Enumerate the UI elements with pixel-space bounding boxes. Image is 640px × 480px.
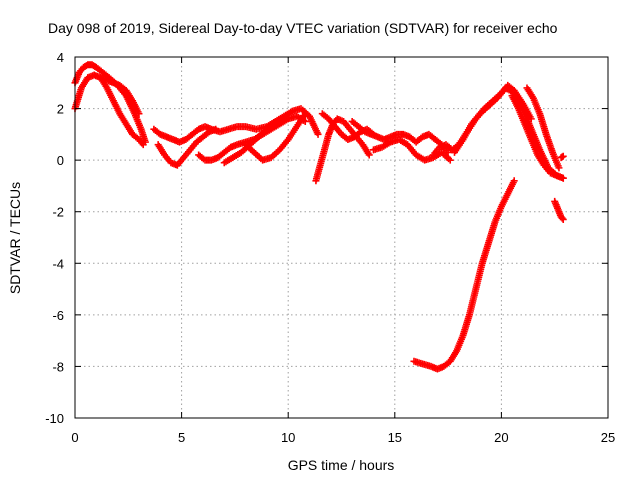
series-track-19	[410, 177, 518, 373]
plot-frame	[74, 56, 609, 419]
x-tick-label: 10	[281, 430, 295, 445]
data-point	[559, 215, 567, 223]
data-point	[559, 174, 567, 182]
y-tick-label: 4	[57, 50, 64, 65]
y-tick-label: 0	[57, 153, 64, 168]
data-point	[139, 141, 147, 149]
x-tick-label: 15	[388, 430, 402, 445]
x-axis-label: GPS time / hours	[288, 457, 395, 473]
x-tick-label: 5	[178, 430, 185, 445]
y-tick-label: -8	[52, 359, 64, 374]
y-tick-labels: -10 -8 -6 -4 -2 0 2 4	[45, 50, 64, 426]
y-tick-label: -4	[52, 256, 64, 271]
data-point	[314, 130, 322, 138]
y-tick-label: -2	[52, 205, 64, 220]
data-point	[446, 156, 454, 164]
series-track-12	[369, 136, 454, 164]
series-track-3	[97, 74, 143, 118]
series-track-9	[312, 115, 373, 185]
data-points	[71, 61, 567, 373]
series-track-14	[450, 84, 567, 182]
axis-ticks	[74, 56, 609, 419]
grid	[75, 57, 608, 418]
series-track-15	[508, 92, 567, 182]
series-track-16	[523, 84, 563, 172]
y-tick-label: -10	[45, 411, 64, 426]
x-tick-label: 25	[601, 430, 615, 445]
data-point	[558, 214, 566, 222]
data-point	[365, 151, 373, 159]
y-axis-label: SDTVAR / TECUs	[7, 182, 23, 294]
x-tick-label: 0	[71, 430, 78, 445]
data-point	[212, 125, 220, 133]
series-track-18	[551, 197, 567, 223]
series-track-8	[242, 110, 309, 164]
data-point	[135, 110, 143, 118]
series-track-13	[429, 81, 535, 159]
series-track-5	[154, 125, 220, 169]
chart-title: Day 098 of 2019, Sidereal Day-to-day VTE…	[48, 20, 558, 36]
series-track-1	[71, 61, 149, 146]
data-point	[559, 152, 567, 160]
x-tick-label: 20	[494, 430, 508, 445]
y-tick-label: -6	[52, 308, 64, 323]
series-track-17	[557, 152, 567, 162]
x-tick-labels: 0 5 10 15 20 25	[71, 430, 615, 445]
y-tick-label: 2	[57, 102, 64, 117]
data-point	[555, 164, 563, 172]
data-point	[301, 110, 309, 118]
data-point	[510, 177, 518, 185]
